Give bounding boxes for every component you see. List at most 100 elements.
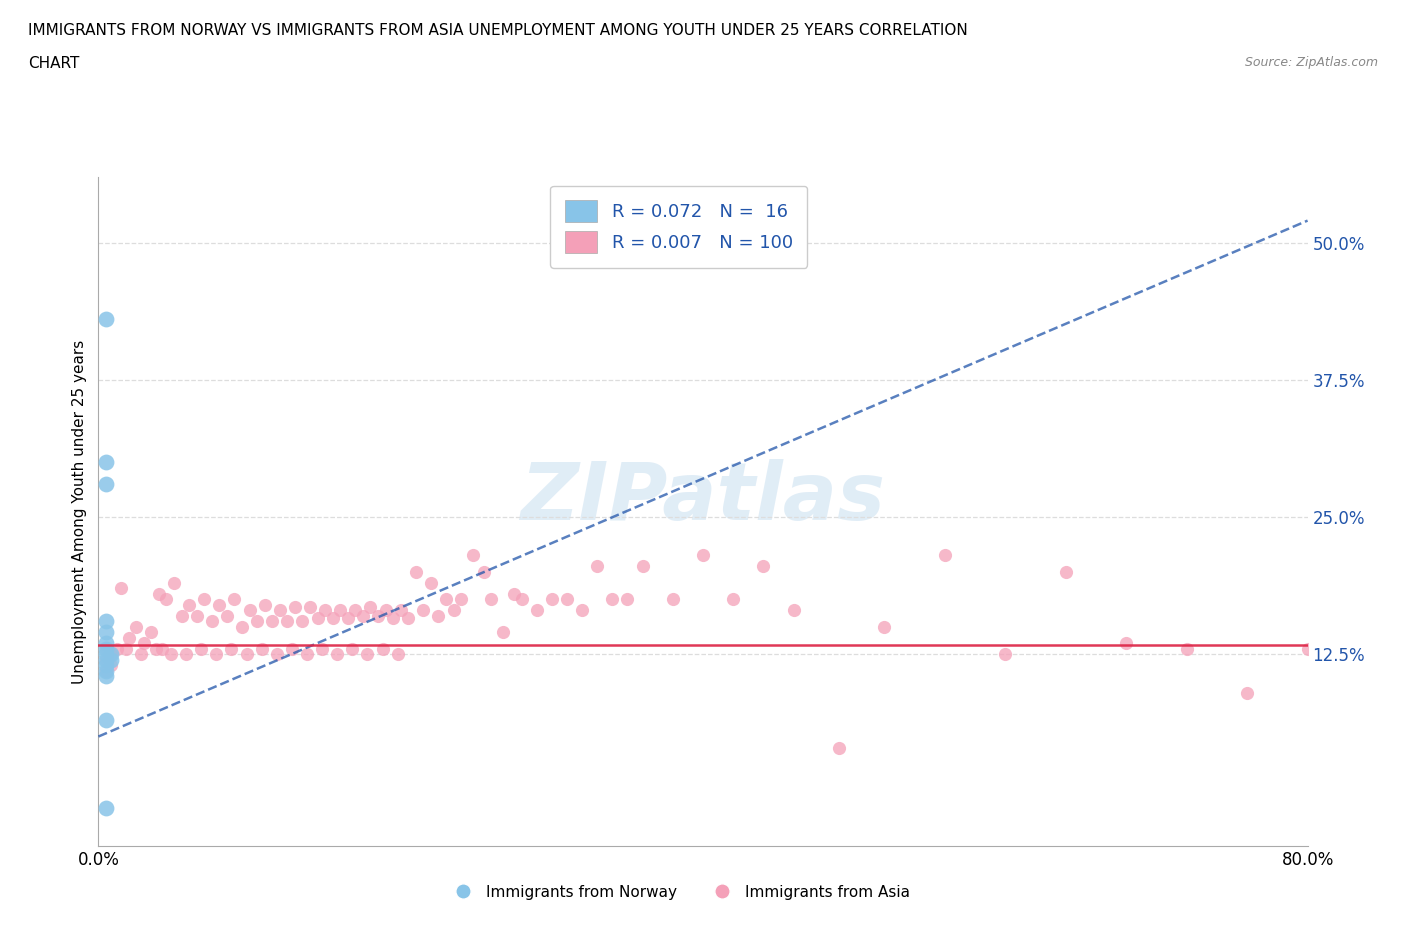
Point [132,636,155,651]
Point [311,642,333,657]
Point [427,608,450,623]
Point [94,312,117,326]
Point [492,625,515,640]
Point [160,646,183,661]
Point [235,646,257,661]
Point [118,631,141,645]
Point [371,642,394,657]
Point [105,642,128,657]
Point [163,576,186,591]
Point [94,625,117,640]
Text: CHART: CHART [28,56,80,71]
Point [692,548,714,563]
Point [586,559,609,574]
Point [307,610,329,625]
Point [661,591,683,606]
Point [1054,565,1077,579]
Point [100,652,122,667]
Point [873,619,896,634]
Point [148,587,170,602]
Point [382,610,405,625]
Point [299,600,322,615]
Point [602,591,624,606]
Point [344,603,367,618]
Point [208,597,231,612]
Point [94,476,117,491]
Point [1175,642,1198,657]
Point [94,652,117,667]
Point [100,646,122,661]
Point [201,614,224,629]
Point [150,642,173,657]
Point [526,603,548,618]
Point [336,610,359,625]
Point [443,603,465,618]
Text: Source: ZipAtlas.com: Source: ZipAtlas.com [1244,56,1378,69]
Point [481,591,503,606]
Point [616,591,638,606]
Point [387,646,409,661]
Point [114,642,136,657]
Point [94,652,117,667]
Point [141,625,163,640]
Point [994,646,1017,661]
Point [326,646,349,661]
Point [828,740,851,755]
Point [155,591,177,606]
Point [262,614,284,629]
Point [190,642,212,657]
Point [450,591,472,606]
Point [94,642,117,657]
Point [145,642,167,657]
Point [434,591,457,606]
Point [231,619,253,634]
Text: IMMIGRANTS FROM NORWAY VS IMMIGRANTS FROM ASIA UNEMPLOYMENT AMONG YOUTH UNDER 25: IMMIGRANTS FROM NORWAY VS IMMIGRANTS FRO… [28,23,967,38]
Point [177,597,201,612]
Y-axis label: Unemployment Among Youth under 25 years: Unemployment Among Youth under 25 years [72,339,87,684]
Point [389,603,412,618]
Point [221,642,243,657]
Point [94,642,117,657]
Point [246,614,269,629]
Point [129,646,152,661]
Point [100,646,122,661]
Point [510,591,533,606]
Text: ZIPatlas: ZIPatlas [520,459,886,538]
Point [94,669,117,684]
Point [253,597,276,612]
Point [752,559,775,574]
Point [412,603,434,618]
Point [94,636,117,651]
Point [276,614,298,629]
Point [342,642,364,657]
Point [540,591,562,606]
Point [94,646,117,661]
Point [193,591,215,606]
Point [1296,642,1319,657]
Point [934,548,956,563]
Point [322,610,344,625]
Point [419,576,441,591]
Point [295,646,318,661]
Point [125,619,148,634]
Point [1236,685,1258,700]
Point [224,591,246,606]
Point [239,603,262,618]
Point [1115,636,1137,651]
Point [721,591,744,606]
Point [94,712,117,727]
Point [94,663,117,678]
Point [360,600,382,615]
Point [352,608,374,623]
Point [94,663,117,678]
Point [205,646,228,661]
Point [374,603,396,618]
Point [110,581,132,596]
Point [186,608,208,623]
Point [555,591,578,606]
Point [174,646,197,661]
Point [367,608,389,623]
Point [269,603,291,618]
Point [215,608,238,623]
Point [266,646,288,661]
